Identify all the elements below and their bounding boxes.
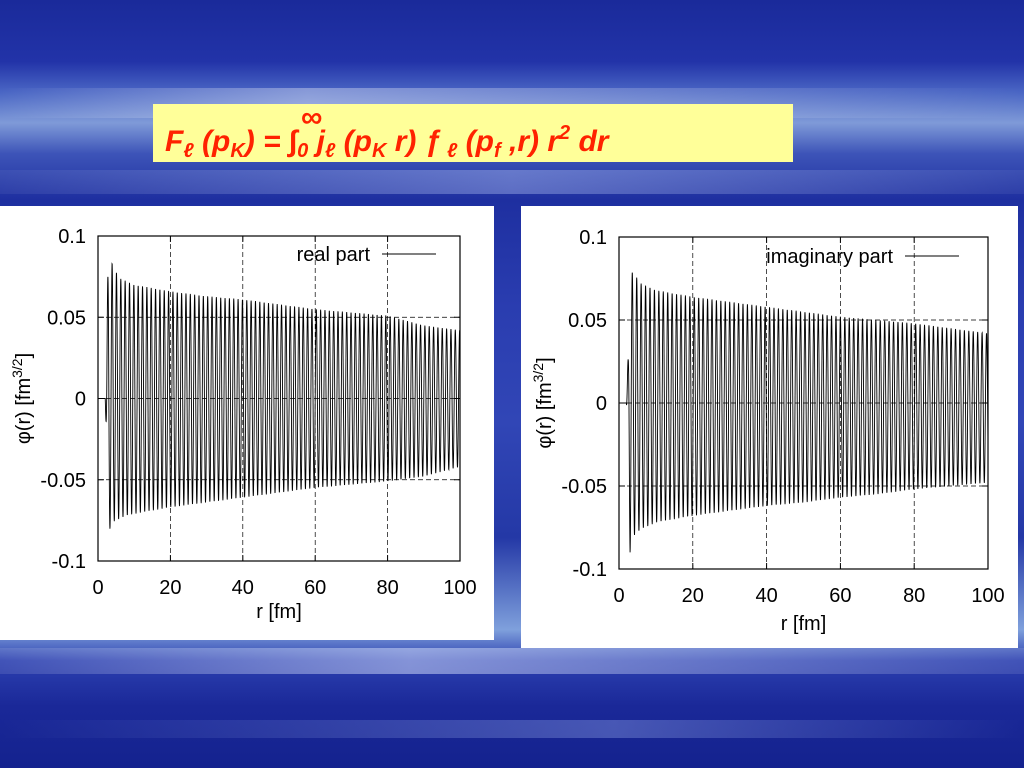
y-tick-label: 0 xyxy=(75,389,86,411)
y-tick-label: -0.1 xyxy=(52,551,86,573)
y-tick-label: 0.05 xyxy=(47,307,86,329)
x-tick-label: 60 xyxy=(829,585,851,607)
chart-panel-real: 0 20 40 60 80 100 0.1 0.05 0 -0.05 -0.1 real part r … xyxy=(0,206,494,640)
x-tick-label: 20 xyxy=(159,577,181,599)
y-tick-label: -0.05 xyxy=(561,476,607,498)
y-tick-label: 0.1 xyxy=(579,227,607,249)
x-axis-label: r [fm] xyxy=(781,613,827,635)
formula-text: Fℓ (pK) = ∫0 ∞ jℓ (pK r) ƒ ℓ (pf ,r) r2 d… xyxy=(165,101,608,162)
x-tick-label: 0 xyxy=(92,577,103,599)
y-axis-label: φ(r) [fm3/2] xyxy=(9,353,35,444)
legend-label: real part xyxy=(297,244,371,266)
y-tick-label: -0.05 xyxy=(40,470,86,492)
x-tick-label: 60 xyxy=(304,577,326,599)
x-tick-label: 80 xyxy=(903,585,925,607)
background-streak xyxy=(0,170,1024,194)
imaginary-part-chart: 0 20 40 60 80 100 0.1 0.05 0 -0.05 -0.1 imaginary p… xyxy=(530,227,1005,635)
real-part-series-line xyxy=(98,262,461,529)
x-axis-label: r [fm] xyxy=(256,601,302,623)
y-tick-label: 0.1 xyxy=(58,226,86,248)
y-tick-label: -0.1 xyxy=(573,559,607,581)
y-axis-label: φ(r) [fm3/2] xyxy=(530,357,556,448)
x-tick-label: 20 xyxy=(682,585,704,607)
background-streak xyxy=(0,720,1024,738)
background-streak xyxy=(0,648,1024,674)
plot-frame xyxy=(97,235,461,562)
integral-sign: ∫0 ∞ xyxy=(288,101,323,162)
x-tick-label: 0 xyxy=(613,585,624,607)
formula-box: Fℓ (pK) = ∫0 ∞ jℓ (pK r) ƒ ℓ (pf ,r) r2 d… xyxy=(153,101,793,162)
real-part-chart: 0 20 40 60 80 100 0.1 0.05 0 -0.05 -0.1 real part r … xyxy=(9,226,477,623)
plot-frame xyxy=(618,236,989,570)
x-tick-label: 80 xyxy=(376,577,398,599)
y-tick-label: 0.05 xyxy=(568,310,607,332)
x-tick-label: 100 xyxy=(971,585,1004,607)
x-tick-label: 100 xyxy=(443,577,476,599)
chart-panel-imaginary: 0 20 40 60 80 100 0.1 0.05 0 -0.05 -0.1 imaginary p… xyxy=(521,206,1018,648)
x-tick-label: 40 xyxy=(232,577,254,599)
legend-label: imaginary part xyxy=(766,246,893,268)
x-tick-label: 40 xyxy=(755,585,777,607)
imaginary-part-series-line xyxy=(619,272,989,553)
y-tick-label: 0 xyxy=(596,393,607,415)
